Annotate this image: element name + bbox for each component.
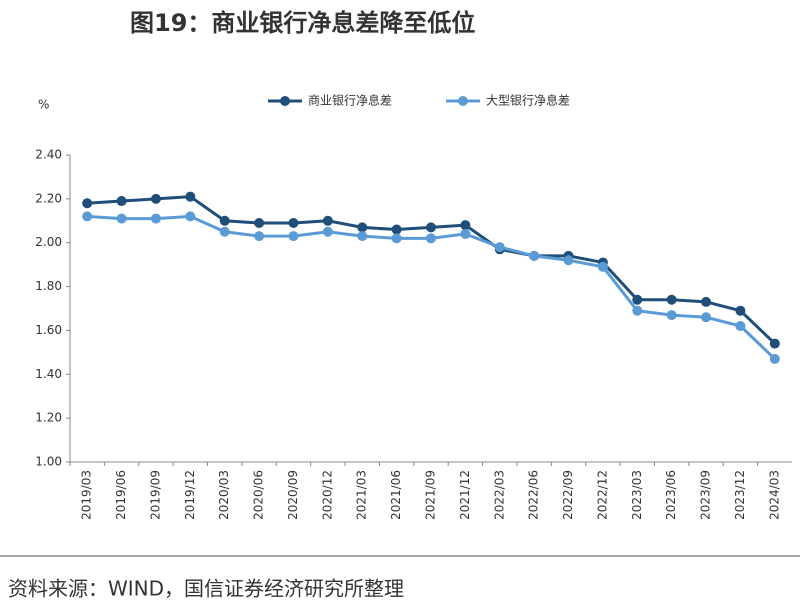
data-point — [735, 321, 746, 332]
data-point — [701, 312, 712, 323]
x-tick-label: 2019/09 — [148, 470, 162, 520]
x-tick-label: 2023/12 — [733, 470, 747, 520]
data-point — [666, 310, 677, 321]
y-tick-label: 1.40 — [35, 367, 62, 381]
data-point — [426, 233, 436, 244]
x-tick-label: 2024/03 — [767, 470, 781, 520]
data-point — [769, 353, 780, 364]
data-point — [357, 222, 368, 233]
data-point — [288, 217, 299, 228]
x-tick-label: 2022/03 — [492, 470, 506, 520]
x-tick-label: 2021/09 — [424, 470, 438, 520]
legend-marker — [280, 96, 290, 106]
data-point — [288, 231, 299, 242]
x-tick-label: 2023/06 — [664, 470, 678, 520]
legend-marker — [458, 96, 468, 106]
y-tick-label: 1.20 — [35, 411, 62, 425]
x-tick-label: 2020/09 — [286, 470, 300, 520]
data-point — [391, 224, 402, 235]
data-point — [150, 213, 161, 224]
data-point — [322, 226, 333, 237]
x-tick-label: 2021/03 — [355, 470, 369, 520]
data-point — [219, 215, 230, 226]
y-tick-label: 1.00 — [35, 455, 62, 469]
data-point — [426, 222, 436, 233]
y-tick-label: 2.00 — [35, 235, 62, 249]
data-point — [632, 294, 643, 305]
x-tick-label: 2020/12 — [320, 470, 334, 520]
y-tick-label: 1.60 — [35, 323, 62, 337]
x-tick-label: 2023/03 — [630, 470, 644, 520]
x-tick-label: 2020/03 — [217, 470, 231, 520]
data-point — [185, 211, 196, 222]
data-point — [254, 217, 265, 228]
data-point — [529, 250, 540, 261]
chart-title: 图19：商业银行净息差降至低位 — [130, 9, 475, 37]
y-tick-label: 1.80 — [35, 279, 62, 293]
data-point — [82, 198, 93, 209]
x-tick-label: 2023/09 — [699, 470, 713, 520]
data-point — [735, 305, 746, 316]
data-point — [391, 233, 402, 244]
data-point — [185, 191, 196, 202]
x-tick-label: 2019/12 — [183, 470, 197, 520]
y-axis-unit: % — [38, 98, 49, 112]
data-point — [322, 215, 333, 226]
y-tick-label: 2.20 — [35, 191, 62, 205]
x-tick-label: 2022/12 — [595, 470, 609, 520]
legend-label: 商业银行净息差 — [308, 93, 392, 108]
data-point — [632, 305, 643, 316]
x-tick-label: 2021/12 — [458, 470, 472, 520]
x-tick-label: 2021/06 — [389, 470, 403, 520]
y-tick-label: 2.40 — [35, 148, 62, 162]
x-tick-label: 2022/09 — [561, 470, 575, 520]
data-point — [150, 193, 161, 204]
data-point — [254, 231, 265, 242]
data-point — [219, 226, 230, 237]
data-point — [701, 296, 712, 307]
x-tick-label: 2019/06 — [114, 470, 128, 520]
legend-label: 大型银行净息差 — [486, 93, 570, 108]
data-point — [460, 220, 471, 231]
data-point — [494, 242, 505, 253]
x-tick-label: 2019/03 — [80, 470, 94, 520]
data-point — [460, 228, 471, 239]
data-point — [769, 338, 780, 349]
source-note: 资料来源：WIND，国信证券经济研究所整理 — [8, 577, 404, 601]
data-point — [597, 261, 608, 272]
data-point — [116, 213, 127, 224]
data-point — [666, 294, 677, 305]
x-tick-label: 2020/06 — [252, 470, 266, 520]
data-point — [357, 231, 368, 242]
x-tick-label: 2022/06 — [527, 470, 541, 520]
data-point — [116, 196, 127, 207]
data-point — [563, 255, 574, 266]
data-point — [82, 211, 93, 222]
